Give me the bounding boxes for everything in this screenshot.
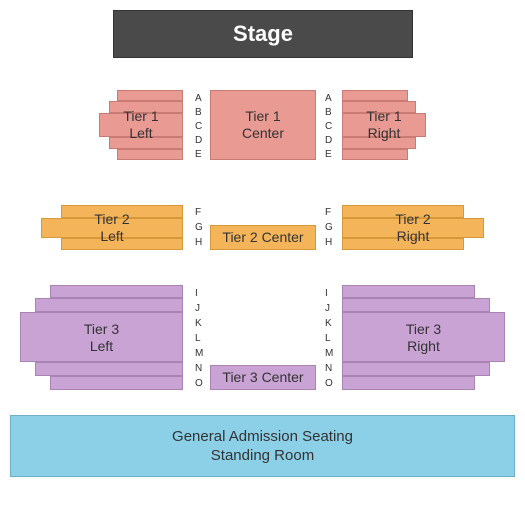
row-label-E-left: E bbox=[195, 149, 202, 160]
row-label-O-right: O bbox=[325, 378, 333, 389]
row-label-H-left: H bbox=[195, 237, 202, 248]
t2l-row[interactable] bbox=[61, 205, 183, 218]
t1l-row[interactable] bbox=[117, 149, 183, 160]
row-label-E-right: E bbox=[325, 149, 332, 160]
t1l-row[interactable] bbox=[109, 101, 183, 113]
row-label-A-left: A bbox=[195, 93, 202, 104]
t1l-row[interactable] bbox=[109, 137, 183, 149]
t2l-row[interactable] bbox=[61, 238, 183, 250]
row-label-O-left: O bbox=[195, 378, 203, 389]
t3r-row[interactable] bbox=[342, 376, 475, 390]
row-label-N-left: N bbox=[195, 363, 202, 374]
row-label-C-right: C bbox=[325, 121, 332, 132]
t1l-row[interactable] bbox=[99, 113, 183, 137]
t1r-row[interactable] bbox=[342, 113, 426, 137]
t3c-row[interactable] bbox=[210, 365, 316, 390]
t3r-row[interactable] bbox=[342, 312, 505, 362]
row-label-B-left: B bbox=[195, 107, 202, 118]
t2r-row[interactable] bbox=[342, 238, 464, 250]
row-label-L-right: L bbox=[325, 333, 331, 344]
row-label-G-left: G bbox=[195, 222, 203, 233]
general-admission[interactable]: General Admission Seating Standing Room bbox=[10, 415, 515, 477]
row-label-K-left: K bbox=[195, 318, 202, 329]
t3r-row[interactable] bbox=[342, 298, 490, 312]
row-label-A-right: A bbox=[325, 93, 332, 104]
row-label-K-right: K bbox=[325, 318, 332, 329]
t3l-row[interactable] bbox=[35, 298, 183, 312]
t1r-row[interactable] bbox=[342, 149, 408, 160]
stage: Stage bbox=[113, 10, 413, 58]
row-label-C-left: C bbox=[195, 121, 202, 132]
row-label-H-right: H bbox=[325, 237, 332, 248]
row-label-G-right: G bbox=[325, 222, 333, 233]
row-label-J-right: J bbox=[325, 303, 330, 314]
t3r-row[interactable] bbox=[342, 362, 490, 376]
t2r-row[interactable] bbox=[342, 205, 464, 218]
row-label-F-right: F bbox=[325, 207, 331, 218]
t2c-row[interactable] bbox=[210, 225, 316, 250]
t3l-row[interactable] bbox=[35, 362, 183, 376]
t3l-row[interactable] bbox=[20, 312, 183, 362]
row-label-D-right: D bbox=[325, 135, 332, 146]
row-label-F-left: F bbox=[195, 207, 201, 218]
t2r-row[interactable] bbox=[342, 218, 484, 238]
row-label-J-left: J bbox=[195, 303, 200, 314]
t1r-row[interactable] bbox=[342, 90, 408, 101]
t3r-row[interactable] bbox=[342, 285, 475, 298]
row-label-I-right: I bbox=[325, 288, 328, 299]
row-label-D-left: D bbox=[195, 135, 202, 146]
t2l-row[interactable] bbox=[41, 218, 183, 238]
t1c-row[interactable] bbox=[210, 90, 316, 160]
row-label-L-left: L bbox=[195, 333, 201, 344]
row-label-I-left: I bbox=[195, 288, 198, 299]
t1r-row[interactable] bbox=[342, 137, 416, 149]
row-label-M-right: M bbox=[325, 348, 333, 359]
t1l-row[interactable] bbox=[117, 90, 183, 101]
row-label-N-right: N bbox=[325, 363, 332, 374]
t3l-row[interactable] bbox=[50, 285, 183, 298]
t1r-row[interactable] bbox=[342, 101, 416, 113]
t3l-row[interactable] bbox=[50, 376, 183, 390]
row-label-B-right: B bbox=[325, 107, 332, 118]
row-label-M-left: M bbox=[195, 348, 203, 359]
